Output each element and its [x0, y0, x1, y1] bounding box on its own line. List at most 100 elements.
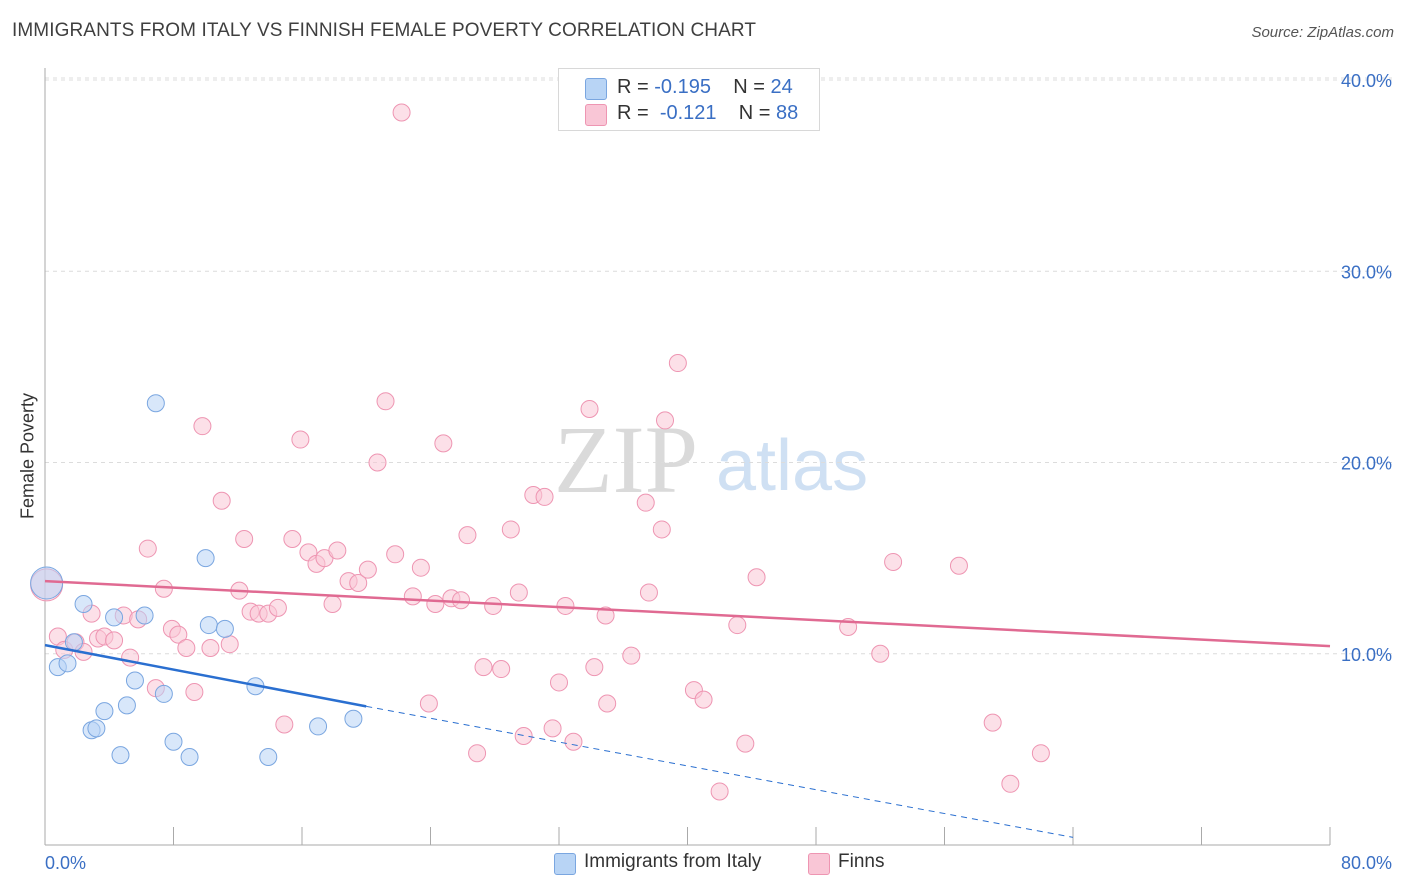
data-point [235, 530, 254, 548]
data-point [177, 639, 196, 658]
data-point [220, 635, 239, 654]
data-point [283, 530, 302, 548]
watermark-zip: ZIP [554, 406, 698, 513]
data-point [328, 541, 347, 560]
data-point [105, 631, 124, 650]
data-point [169, 625, 188, 644]
data-point [1031, 744, 1050, 763]
data-point [694, 690, 713, 709]
series-finns [30, 103, 1050, 801]
x-tick-labels: 0.0% 80.0% [45, 853, 1392, 873]
trend-line-italy-extension [366, 705, 1074, 838]
legend: R = -0.195 N = 24 R = -0.121 N = 88 [558, 68, 820, 131]
y-tick-labels: 10.0% 20.0% 30.0% 40.0% [1341, 71, 1392, 665]
data-point [87, 719, 106, 738]
data-point [543, 719, 562, 738]
chart-title: IMMIGRANTS FROM ITALY VS FINNISH FEMALE … [12, 20, 757, 41]
legend-n-value-italy: 24 [770, 76, 793, 98]
data-point [884, 552, 903, 571]
data-point [452, 591, 471, 610]
data-point [550, 673, 568, 692]
data-point [736, 734, 755, 753]
x-tick-label-min: 0.0% [45, 853, 86, 873]
series-italy [30, 394, 363, 767]
data-point [275, 715, 294, 734]
axes [44, 68, 1331, 846]
data-point [596, 606, 615, 625]
data-point [164, 732, 183, 751]
bottom-legend-swatch-finns [808, 853, 830, 875]
data-point [458, 526, 477, 545]
watermark-atlas: atlas [716, 426, 868, 506]
grid [45, 77, 1392, 655]
points [30, 103, 1050, 801]
data-point [509, 583, 528, 602]
y-tick-label: 10.0% [1341, 645, 1392, 665]
data-point [564, 732, 583, 751]
data-point [135, 606, 154, 625]
data-point [419, 694, 438, 713]
data-point [368, 453, 387, 472]
data-point [215, 619, 234, 638]
legend-r-value-italy: -0.195 [654, 76, 711, 98]
data-point [710, 782, 729, 801]
data-point [291, 430, 310, 449]
data-point [639, 583, 658, 602]
data-point [95, 702, 114, 721]
data-point [154, 579, 173, 598]
data-point [535, 487, 554, 506]
data-point [747, 568, 766, 587]
legend-text-italy: R = -0.195 N = 24 [617, 76, 793, 98]
data-point [64, 633, 83, 652]
data-point [652, 520, 671, 539]
data-point [154, 684, 173, 703]
data-point [30, 566, 64, 600]
trend-line-italy [44, 643, 367, 708]
data-point [196, 549, 215, 568]
data-point [138, 539, 157, 558]
data-point [180, 748, 199, 767]
data-point [111, 746, 130, 765]
x-tick-label-max: 80.0% [1341, 853, 1392, 873]
data-point [146, 394, 165, 413]
data-point [871, 644, 890, 663]
bottom-legend-swatch-italy [554, 853, 576, 875]
data-point [185, 683, 204, 701]
data-point [949, 556, 968, 575]
data-point [58, 654, 77, 673]
watermark: ZIP atlas [554, 406, 868, 513]
data-point [434, 434, 453, 453]
data-point [74, 595, 93, 614]
data-point [344, 709, 363, 728]
data-point [622, 646, 641, 665]
trend-line-finns [44, 579, 1331, 648]
data-point [268, 598, 287, 617]
data-point [125, 671, 144, 690]
data-point [199, 616, 218, 635]
data-point [468, 744, 487, 763]
data-point [656, 411, 675, 430]
data-point [309, 717, 328, 736]
legend-text-finns: R = -0.121 N = 88 [617, 102, 799, 124]
bottom-legend-label-italy: Immigrants from Italy [584, 851, 762, 872]
data-point [323, 595, 342, 614]
legend-r-value-finns: -0.121 [659, 102, 717, 124]
trend-lines [44, 579, 1331, 838]
data-point [585, 658, 604, 677]
data-point [668, 354, 687, 373]
y-tick-label: 20.0% [1341, 454, 1392, 474]
data-point [392, 103, 411, 122]
data-point [105, 608, 124, 627]
data-point [474, 658, 493, 677]
y-tick-label: 30.0% [1341, 262, 1392, 282]
data-point [492, 660, 511, 679]
data-point [484, 596, 503, 615]
source-label: Source: ZipAtlas.com [1251, 24, 1394, 41]
data-point [1001, 774, 1020, 793]
data-point [598, 694, 617, 713]
data-point [411, 558, 430, 577]
legend-swatch-italy [585, 78, 607, 100]
data-point [501, 520, 520, 539]
data-point [403, 587, 422, 606]
data-point [386, 545, 405, 564]
